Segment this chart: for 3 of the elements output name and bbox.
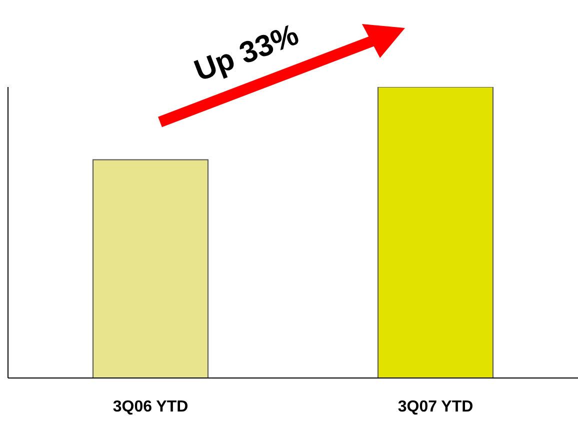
x-tick-label: 3Q07 YTD [398, 398, 474, 416]
annotation: Up 33% [190, 18, 304, 88]
x-tick-label: 3Q06 YTD [112, 398, 188, 416]
